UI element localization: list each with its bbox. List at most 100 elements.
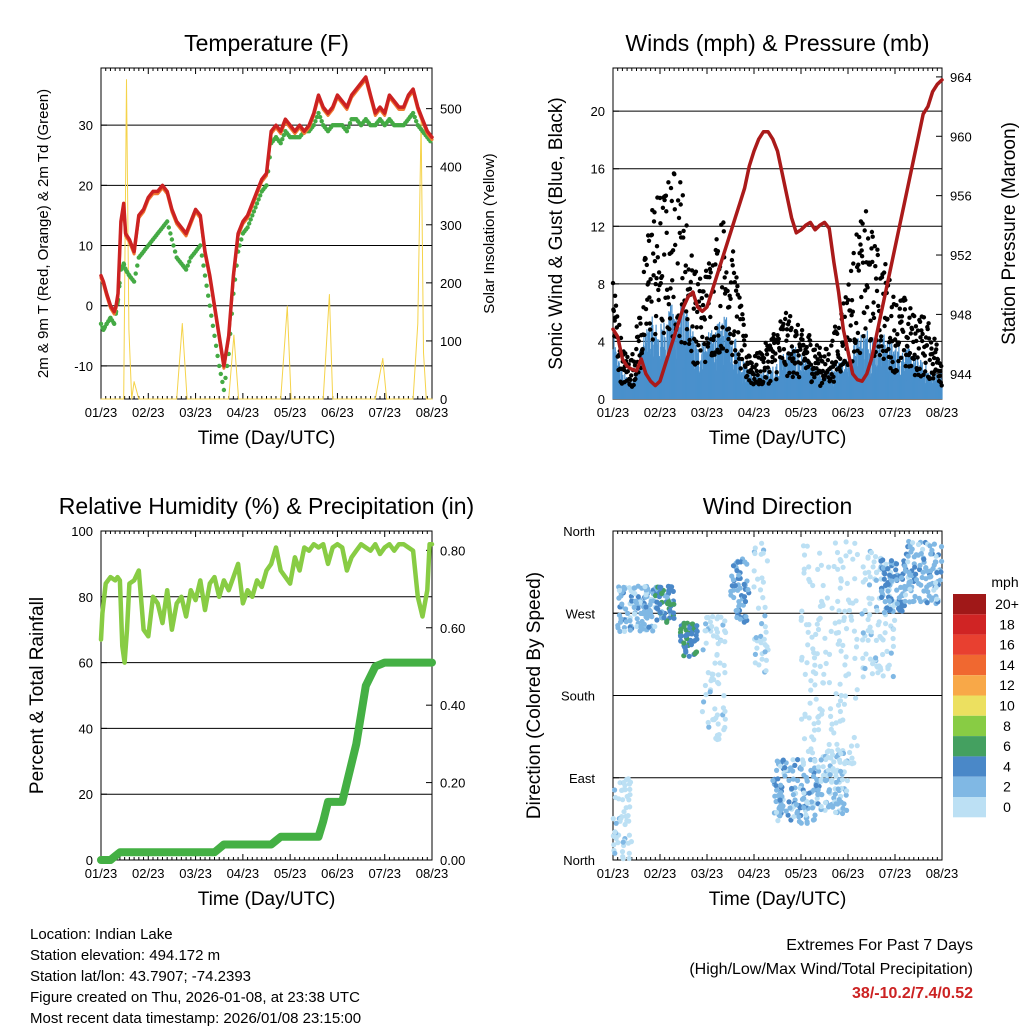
- direction-point: [938, 569, 944, 575]
- direction-point: [782, 773, 788, 779]
- gust-point: [879, 334, 884, 339]
- gust-point: [623, 351, 628, 356]
- direction-point: [835, 566, 841, 572]
- dewpoint-point: [210, 323, 216, 328]
- gust-point: [635, 334, 641, 339]
- temperature-panel: Temperature (F) 01/23 02/23 03/23 04/23 05/23…: [35, 30, 498, 449]
- direction-point: [840, 805, 846, 812]
- direction-point: [690, 621, 696, 627]
- gust-point: [683, 269, 688, 275]
- gust-point: [706, 341, 711, 346]
- direction-point: [847, 549, 853, 555]
- direction-point: [875, 622, 881, 628]
- gust-point: [783, 316, 788, 322]
- direction-point: [933, 553, 939, 559]
- direction-point: [851, 734, 857, 741]
- gust-point: [928, 340, 934, 345]
- direction-point: [703, 692, 709, 698]
- gust-point: [869, 229, 875, 235]
- direction-point: [801, 790, 807, 796]
- legend-label: 16: [999, 637, 1015, 653]
- gust-point: [685, 317, 690, 322]
- gust-point: [897, 306, 902, 311]
- gust-point: [651, 251, 656, 256]
- gust-point: [687, 286, 693, 291]
- gust-point: [930, 361, 935, 367]
- direction-point: [844, 778, 851, 784]
- gust-point: [814, 366, 819, 371]
- gust-point: [783, 362, 788, 367]
- gust-point: [922, 353, 927, 358]
- direction-point: [820, 764, 826, 770]
- direction-point: [816, 768, 822, 774]
- direction-point: [780, 757, 786, 763]
- gust-point: [785, 333, 790, 338]
- direction-point: [618, 616, 624, 622]
- gust-point: [728, 331, 733, 337]
- dewpoint-point: [169, 237, 175, 242]
- y-right-tick-label: 0.40: [440, 698, 465, 713]
- direction-point: [854, 687, 860, 693]
- y-tick-label: 80: [79, 590, 93, 605]
- direction-point: [701, 699, 707, 705]
- direction-point: [808, 757, 814, 763]
- direction-point: [867, 601, 873, 607]
- gust-point: [727, 304, 732, 310]
- x-tick-label: 04/23: [738, 405, 771, 420]
- gust-point: [650, 337, 655, 342]
- dewpoint-point: [172, 249, 178, 254]
- dewpoint-point: [254, 201, 260, 206]
- direction-point: [783, 808, 789, 814]
- direction-point: [833, 630, 839, 636]
- x-tick-label: 07/23: [879, 405, 912, 420]
- direction-point: [820, 680, 827, 686]
- dewpoint-point: [311, 123, 316, 128]
- series-relative-humidity: [98, 541, 435, 665]
- gust-point: [789, 344, 795, 349]
- gust-point: [686, 267, 691, 272]
- direction-point: [815, 719, 822, 726]
- direction-point: [888, 650, 894, 656]
- gust-point: [653, 281, 658, 287]
- direction-point: [852, 540, 858, 546]
- gust-point: [877, 352, 883, 358]
- direction-point: [762, 604, 768, 611]
- gust-point: [731, 332, 736, 338]
- series-total-precipitation: [97, 658, 436, 864]
- gust-point: [747, 354, 752, 359]
- direction-point: [671, 615, 677, 621]
- gust-point: [800, 337, 805, 342]
- x-tick-label: 02/23: [132, 405, 165, 420]
- direction-point: [702, 682, 709, 689]
- gust-point: [668, 286, 673, 291]
- direction-point: [821, 671, 827, 677]
- gust-point: [647, 321, 652, 326]
- direction-point: [880, 557, 886, 563]
- direction-point: [859, 611, 865, 617]
- y-tick-label: 0: [598, 392, 605, 407]
- x-tick-label: 08/23: [416, 405, 449, 420]
- direction-point: [634, 616, 640, 622]
- direction-point: [756, 662, 762, 668]
- direction-point: [924, 584, 930, 590]
- gust-point: [794, 332, 799, 337]
- direction-point: [722, 708, 728, 715]
- direction-point: [850, 556, 856, 562]
- winds-pressure-panel: Winds (mph) & Pressure (mb) 01/23 02/23 03/…: [546, 30, 1020, 449]
- gust-point: [871, 300, 876, 305]
- direction-point: [815, 727, 822, 733]
- direction-point: [862, 577, 869, 583]
- direction-point: [846, 671, 852, 677]
- direction-point: [849, 755, 855, 761]
- direction-point: [831, 759, 837, 765]
- panel-title: Winds (mph) & Pressure (mb): [625, 30, 929, 56]
- gust-point: [774, 377, 779, 382]
- gust-point: [885, 316, 890, 322]
- gust-point: [761, 379, 766, 384]
- direction-point: [865, 616, 871, 623]
- gust-point: [932, 336, 937, 341]
- direction-point: [752, 545, 758, 551]
- direction-point: [622, 782, 628, 788]
- direction-point: [931, 562, 937, 568]
- direction-point: [741, 594, 748, 600]
